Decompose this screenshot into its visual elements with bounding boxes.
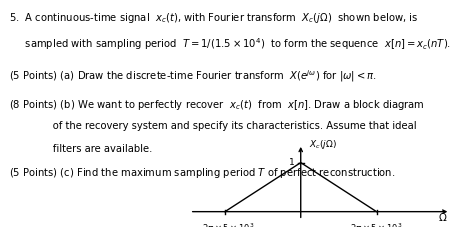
Text: (8 Points) (b) We want to perfectly recover  $x_c(t)$  from  $x[n]$. Draw a bloc: (8 Points) (b) We want to perfectly reco… [9,98,425,111]
Text: sampled with sampling period  $T=1/(1.5\times10^4)$  to form the sequence  $x[n]: sampled with sampling period $T=1/(1.5\t… [9,36,452,52]
Text: of the recovery system and specify its characteristics. Assume that ideal: of the recovery system and specify its c… [9,120,417,130]
Text: $\Omega$: $\Omega$ [438,210,447,222]
Text: $2\pi \times 5 \times 10^3$: $2\pi \times 5 \times 10^3$ [350,220,403,227]
Text: 5.  A continuous-time signal  $x_c(t)$, with Fourier transform  $X_c(j\Omega)$  : 5. A continuous-time signal $x_c(t)$, wi… [9,11,419,25]
Text: $X_c(j\Omega)$: $X_c(j\Omega)$ [309,138,337,151]
Text: $-2\pi \times 5 \times 10^3$: $-2\pi \times 5 \times 10^3$ [195,220,255,227]
Text: 1: 1 [289,158,295,166]
Text: filters are available.: filters are available. [9,143,153,153]
Text: (5 Points) (a) Draw the discrete-time Fourier transform  $X(e^{j\omega})$ for $|: (5 Points) (a) Draw the discrete-time Fo… [9,68,377,84]
Text: (5 Points) (c) Find the maximum sampling period $T$ of perfect reconstruction.: (5 Points) (c) Find the maximum sampling… [9,166,396,180]
